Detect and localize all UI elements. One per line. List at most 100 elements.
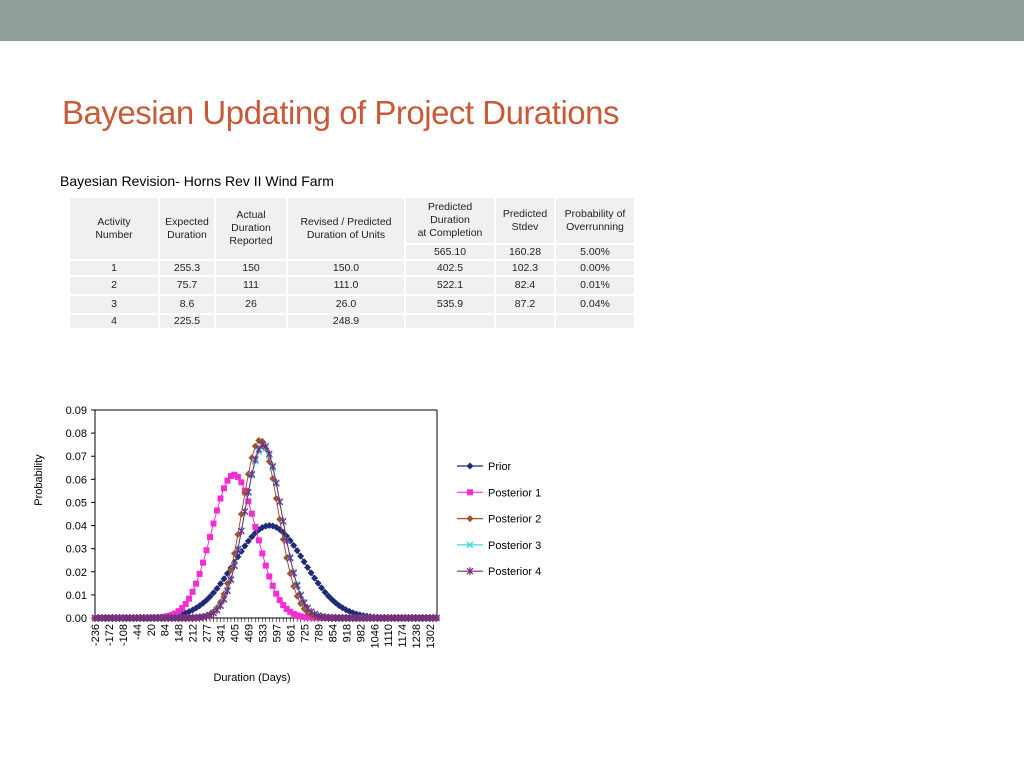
data-point [206,593,214,601]
y-axis: 0.00 0.01 0.02 0.03 0.04 0.05 0.06 0.07 0.08 0.09 [66,405,95,625]
data-point [297,552,305,560]
data-point [189,588,196,595]
table-cell: 75.7 [158,275,216,296]
data-point [266,573,273,580]
data-point [269,462,277,471]
data-point [259,550,266,557]
data-point [175,608,182,615]
table-cell: 0.00% [554,259,636,277]
data-point [269,582,276,589]
header-predicted-stdev: Predicted Stdev [494,196,556,245]
x-tick-label: 212 [188,624,200,642]
series-posterior-4 [91,440,440,622]
data-point [193,580,200,587]
data-point [318,584,326,592]
x-tick-label: -236 [90,624,102,646]
series-line [95,474,437,619]
data-point [307,569,315,577]
data-point [227,575,235,584]
table-row: 2 75.7 111 111.0 522.1 82.4 0.01% [68,275,636,296]
table-cell: 0.01% [554,275,636,296]
data-point [466,462,474,470]
x-tick-label: 341 [216,624,228,642]
x-tick-label: -44 [132,624,144,640]
table-cell: 4 [68,313,160,330]
data-point [272,478,280,487]
table-row: 3 8.6 26 26.0 535.9 87.2 0.04% [68,294,636,315]
data-point [262,562,269,569]
data-point [255,537,262,544]
data-point [237,510,245,518]
table-cell: 3 [68,294,160,315]
plot-frame [94,409,438,619]
data-table: Activity Number Expected Duration Actual Du… [68,196,636,330]
data-point [234,473,241,480]
y-tick-label: 0.02 [66,567,87,579]
x-tick-label: 1110 [383,624,395,647]
table-cell: 150.0 [286,259,406,277]
y-tick-label: 0.07 [66,451,87,463]
table-cell: 535.9 [404,294,496,315]
series-line [95,444,437,619]
summary-predicted-stdev: 160.28 [494,243,556,261]
data-point [220,575,228,583]
data-point [297,591,305,600]
table-cell: 402.5 [404,259,496,277]
data-point [300,598,308,607]
data-point [207,534,214,541]
x-tick-label: 405 [230,624,242,642]
data-point [244,488,252,497]
data-point [293,547,301,555]
data-point [213,606,221,615]
data-point [321,588,329,596]
data-point [280,602,287,609]
data-point [213,507,220,514]
table-cell [494,313,556,330]
x-tick-label: 148 [174,624,186,642]
x-tick-label: 918 [341,624,353,642]
y-tick-label: 0.01 [66,590,87,602]
header-predicted-duration: Predicted Duration at Completion [404,196,496,245]
y-tick-label: 0.03 [66,544,87,556]
y-tick-label: 0.08 [66,428,87,440]
data-point [290,541,298,549]
x-tick-label: 84 [160,624,172,636]
data-point [314,579,322,587]
data-point [179,605,186,612]
data-point [216,580,224,588]
x-tick-label: 661 [285,624,297,642]
data-point [206,611,214,620]
x-tick-label: 1302 [425,624,437,648]
data-point [265,449,273,458]
x-axis: -236 -172 -108 -44 20 84 148 212 277 341 405 469 533… [90,618,437,648]
series-line [95,446,437,619]
series-group [91,437,441,622]
data-point [467,489,473,496]
y-tick-label: 0.04 [66,521,87,533]
x-tick-label: 533 [258,624,270,642]
data-point [304,563,312,571]
legend-label: Posterior 2 [488,514,541,526]
table-cell: 225.5 [158,313,216,330]
legend: Prior Posterior 1 Posterior 2 Posterior 3 Po… [457,461,541,578]
table-cell: 82.4 [494,275,556,296]
header-revised-duration: Revised / Predicted Duration of Units [286,196,406,261]
data-point [297,613,304,620]
x-tick-label: 20 [146,624,158,636]
data-point [244,537,252,545]
data-point [290,569,298,578]
header-expected-duration: Expected Duration [158,196,216,261]
data-point [182,600,189,607]
data-point [300,558,308,566]
x-tick-label: 1238 [411,624,423,648]
slide-title: Bayesian Updating of Project Durations [62,94,620,131]
legend-item: Posterior 3 [457,540,541,552]
table-cell: 111 [214,275,288,296]
data-point [245,498,252,505]
data-point [290,610,297,617]
x-tick-label: 854 [327,624,339,642]
data-point [286,554,294,563]
data-point [293,581,301,590]
data-point [213,584,221,592]
data-point [307,607,315,616]
